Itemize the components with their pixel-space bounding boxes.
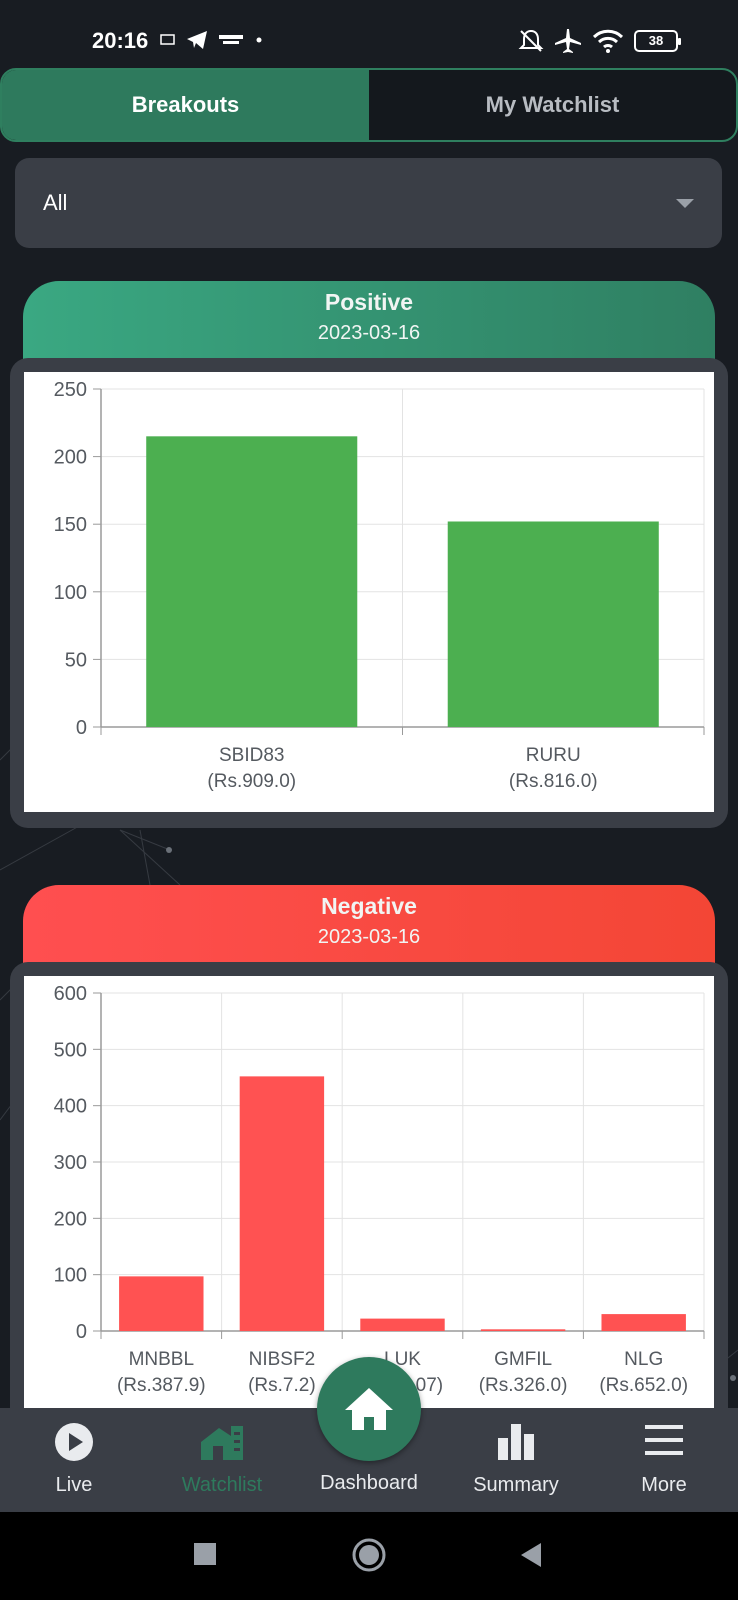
nav-label-summary: Summary <box>473 1474 559 1496</box>
positive-y-tick-label: 250 <box>54 379 87 401</box>
positive-y-tick-label: 200 <box>54 447 87 469</box>
chevron-down-icon <box>676 198 694 208</box>
nav-label-more: More <box>641 1474 687 1496</box>
watchlist-icon <box>201 1426 243 1460</box>
negative-x-label: MNBBL <box>129 1349 194 1370</box>
nav-item-dashboard[interactable]: Dashboard <box>295 1408 443 1512</box>
status-right-icons: 38 <box>518 28 681 54</box>
negative-y-tick-label: 400 <box>54 1096 87 1118</box>
status-bar: 20:16 38 <box>0 0 738 64</box>
positive-chart-area: 0 50 100 150 200 250 SBID83 (Rs.909.0) RURU (Rs.8… <box>24 372 714 812</box>
positive-y-tick-label: 50 <box>65 649 87 671</box>
telegram-icon <box>187 31 207 49</box>
negative-y-tick-label: 0 <box>76 1321 87 1343</box>
positive-bar-sbid83 <box>146 436 358 727</box>
negative-y-tick-label: 500 <box>54 1039 87 1061</box>
positive-y-tick-label: 150 <box>54 514 87 536</box>
negative-bar-luk <box>360 1318 445 1331</box>
filter-dropdown[interactable]: All <box>15 158 722 248</box>
nav-item-live[interactable]: Live <box>0 1408 148 1512</box>
negative-bar-gmfil <box>480 1329 566 1331</box>
bell-off-icon <box>518 29 544 52</box>
status-left-icons <box>160 30 264 50</box>
negative-y-tick-label: 200 <box>54 1208 87 1230</box>
hamro-share-icon <box>219 35 243 44</box>
tab-my-watchlist[interactable]: My Watchlist <box>485 92 620 117</box>
positive-card: 0 50 100 150 200 250 SBID83 (Rs.909.0) RURU (Rs.8… <box>10 358 728 828</box>
dashboard-fab-button[interactable] <box>317 1357 421 1461</box>
recent-apps-button[interactable] <box>193 1542 217 1566</box>
menu-icon <box>645 1425 683 1455</box>
negative-card-header: Negative 2023-03-16 <box>23 885 715 975</box>
positive-x-sublabel: (Rs.909.0) <box>207 771 296 792</box>
negative-x-label: GMFIL <box>494 1349 552 1370</box>
negative-card: 0 100 200 300 400 500 600 MNBBL (Rs.387.9) NIBSF2… <box>10 962 728 1462</box>
positive-card-date: 2023-03-16 <box>317 322 421 344</box>
battery-icon: 38 <box>634 30 681 52</box>
negative-x-label: NLG <box>624 1349 663 1370</box>
negative-x-sublabel: (Rs.326.0) <box>479 1375 568 1396</box>
negative-bar-nibsf2 <box>239 1076 325 1331</box>
nav-label-dashboard: Dashboard <box>320 1472 418 1494</box>
nav-label-live: Live <box>55 1474 93 1496</box>
back-button[interactable] <box>519 1542 543 1568</box>
dot-icon <box>256 37 262 43</box>
negative-card-title: Negative <box>321 893 417 919</box>
negative-y-tick-label: 600 <box>54 983 87 1005</box>
positive-x-sublabel: (Rs.816.0) <box>509 771 598 792</box>
negative-x-sublabel: (Rs.7.2) <box>248 1375 316 1396</box>
tab-breakouts[interactable]: Breakouts <box>2 70 369 140</box>
nav-item-more[interactable]: More <box>590 1408 738 1512</box>
positive-y-tick-label: 100 <box>54 582 87 604</box>
airplane-icon <box>555 29 581 53</box>
positive-bar-ruru <box>447 521 659 727</box>
nav-item-summary[interactable]: Summary <box>442 1408 590 1512</box>
negative-bar-mnbbl <box>119 1276 204 1331</box>
negative-y-tick-label: 100 <box>54 1265 87 1287</box>
nav-label-watchlist: Watchlist <box>181 1474 263 1496</box>
tab-bar: Breakouts My Watchlist <box>0 68 738 142</box>
positive-card-header: Positive 2023-03-16 <box>23 281 715 371</box>
negative-x-sublabel: (Rs.652.0) <box>599 1375 688 1396</box>
positive-y-tick-label: 0 <box>76 717 87 739</box>
nav-item-watchlist[interactable]: Watchlist <box>148 1408 296 1512</box>
positive-x-label: SBID83 <box>219 745 284 766</box>
negative-card-date: 2023-03-16 <box>317 926 421 948</box>
home-button[interactable] <box>351 1537 387 1573</box>
wifi-icon <box>592 29 624 53</box>
home-icon <box>345 1388 393 1430</box>
bar-chart-icon <box>498 1424 534 1460</box>
negative-bar-nlg <box>601 1314 686 1331</box>
status-time: 20:16 <box>92 28 149 53</box>
negative-y-tick-label: 300 <box>54 1152 87 1174</box>
filter-dropdown-value: All <box>43 190 68 215</box>
screen-cast-icon <box>160 34 175 45</box>
play-icon <box>55 1423 93 1461</box>
system-nav-bar <box>0 1512 738 1600</box>
positive-card-title: Positive <box>324 289 414 315</box>
negative-x-sublabel: (Rs.387.9) <box>117 1375 206 1396</box>
positive-x-label: RURU <box>526 745 581 766</box>
negative-x-label: NIBSF2 <box>249 1349 316 1370</box>
positive-bar-chart: 0 50 100 150 200 250 SBID83 (Rs.909.0) RURU (Rs.8… <box>54 379 705 792</box>
